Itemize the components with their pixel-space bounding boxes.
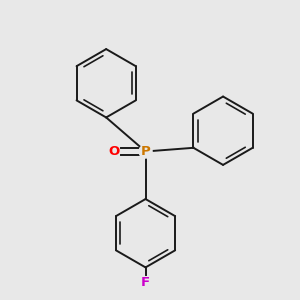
Circle shape: [139, 145, 152, 158]
Text: O: O: [109, 145, 120, 158]
Text: F: F: [141, 276, 150, 289]
Text: P: P: [141, 145, 150, 158]
